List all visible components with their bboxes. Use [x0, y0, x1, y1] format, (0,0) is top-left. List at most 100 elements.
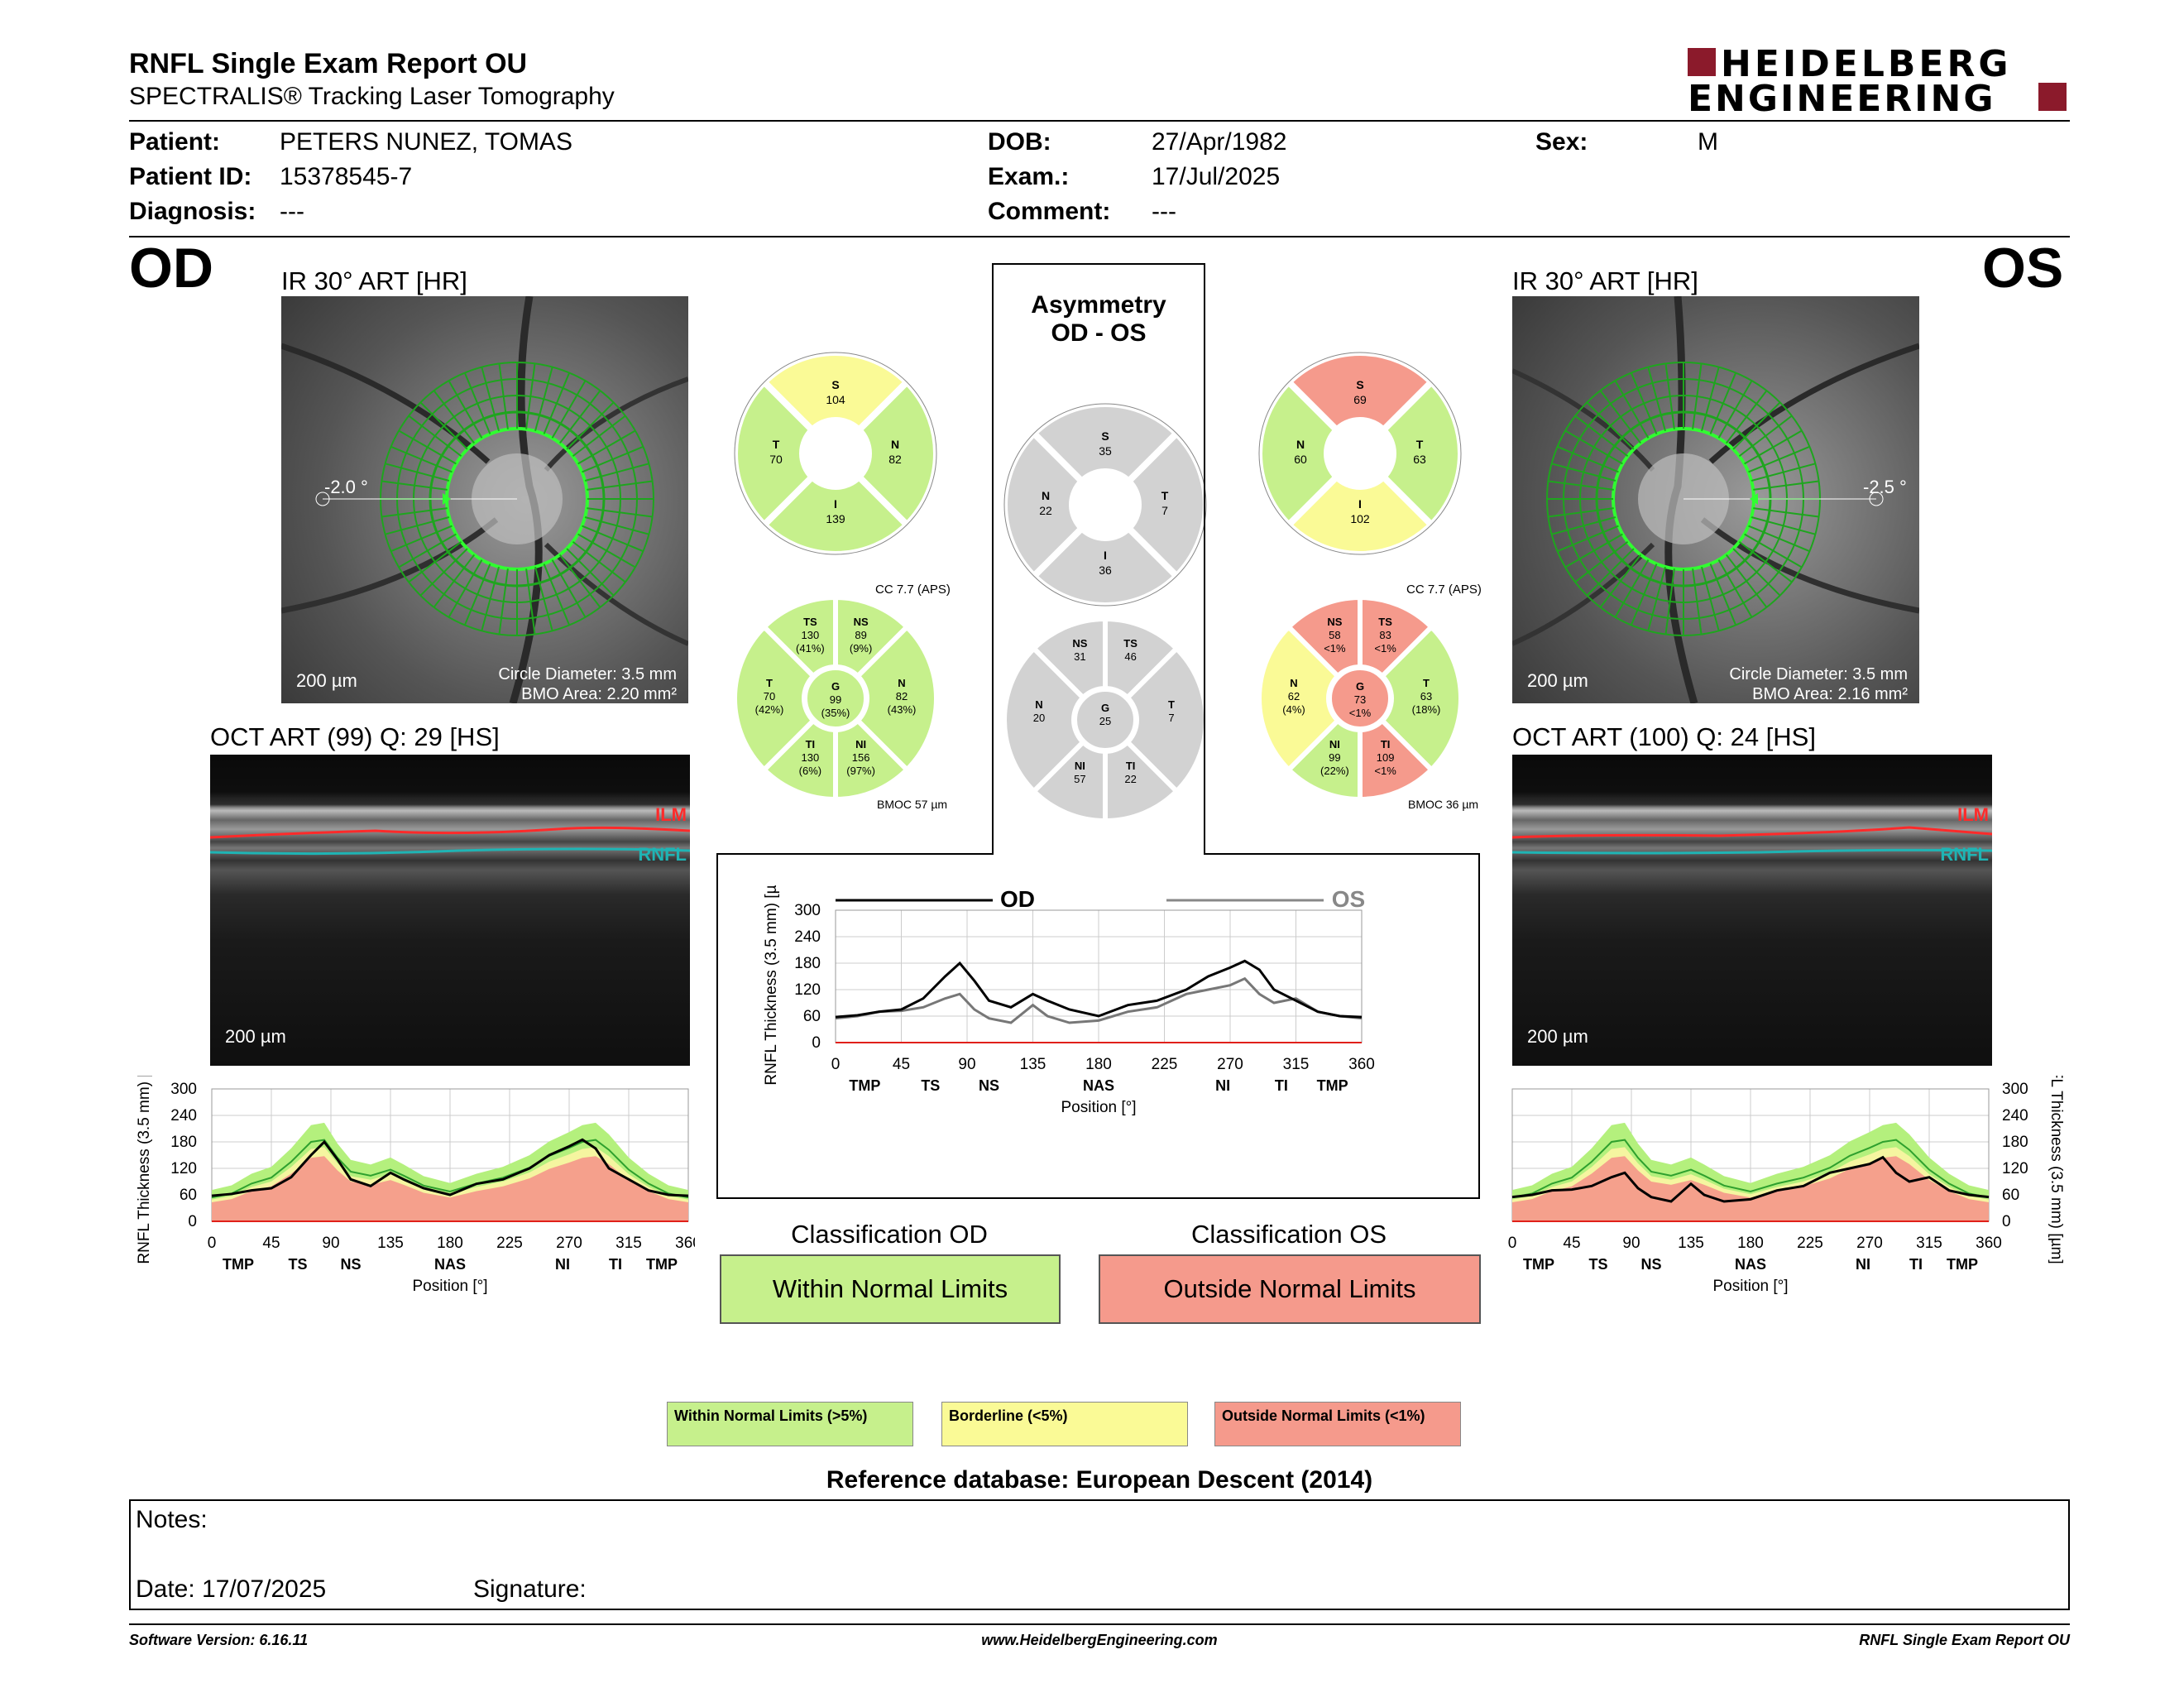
asym-6-sector-g-label: 25 — [1099, 715, 1111, 727]
os-spokes-spoke — [1664, 363, 1675, 429]
os-spokes-spoke — [1564, 429, 1623, 465]
os-spokes-spoke — [1717, 559, 1753, 618]
od-chart-sector-label: NS — [340, 1256, 361, 1273]
os-chart-sector-label: TI — [1909, 1256, 1923, 1273]
center-chart-ytick: 180 — [794, 955, 821, 972]
od-spokes-spoke — [558, 390, 601, 444]
od-ilm-label: ILM — [655, 804, 687, 825]
asym-6-sector-label: 57 — [1074, 773, 1085, 785]
center-chart-xtick: 360 — [1348, 1056, 1375, 1073]
od-cc: CC 7.7 (APS) — [875, 583, 951, 597]
os-spokes-spoke — [1753, 507, 1819, 518]
comment: --- — [1152, 198, 1176, 225]
asymmetry-title-2: OD - OS — [1051, 319, 1147, 347]
legend-outside: Outside Normal Limits (<1%) — [1214, 1402, 1461, 1446]
od-ir-title: IR 30° ART [HR] — [281, 266, 467, 295]
asym-6-sector-label: NS — [1072, 637, 1087, 650]
od-spokes-spoke — [543, 372, 571, 434]
od-6-sector-label: (41%) — [796, 642, 825, 655]
os-chart-ytick: 0 — [2002, 1213, 2011, 1230]
od-spokes-spoke — [481, 566, 500, 631]
od-spokes-spoke — [587, 480, 653, 491]
os-chart-sector-label: TMP — [1947, 1256, 1978, 1273]
os-spokes-spoke — [1599, 554, 1642, 608]
os-4-sector-value: 102 — [1350, 512, 1370, 525]
od-spokes-spoke — [543, 563, 571, 626]
os-chart-normal-mean — [1511, 1139, 1990, 1199]
od-6-sector-label: (6%) — [799, 765, 821, 777]
od-spokes-spoke — [381, 480, 448, 491]
od-spokes-spoke — [463, 372, 491, 434]
od-chart-ylabel: RNFL Thickness (3.5 mm) [µm] — [136, 1076, 153, 1264]
center-chart-xtick: 315 — [1283, 1056, 1310, 1073]
center-chart-xlabel: Position [°] — [1061, 1099, 1136, 1116]
os-fundus-image[interactable]: -2.5 ° 200 µm Circle Diameter: 3.5 mm BM… — [1512, 296, 1919, 703]
notes-date: Date: 17/07/2025 — [136, 1575, 327, 1603]
asym-6-sector-label: N — [1035, 698, 1042, 711]
asym-4-sector-label: N — [1042, 489, 1050, 502]
os-chart-xtick: 90 — [1622, 1235, 1640, 1252]
od-spokes-spoke — [481, 367, 500, 432]
od-4-sector-value: 82 — [888, 453, 902, 466]
footer-website[interactable]: www.HeidelbergEngineering.com — [981, 1632, 1218, 1648]
os-spokes-spoke — [1701, 566, 1720, 631]
patient-name: PETERS NUNEZ, TOMAS — [280, 128, 572, 156]
od-spokes-spoke — [577, 533, 636, 568]
od-spokes-spoke — [385, 463, 450, 482]
os-spokes-spoke — [1557, 445, 1619, 473]
os-spokes-spoke — [1614, 559, 1650, 618]
notes-box[interactable]: Notes: Date: 17/07/2025 Signature: — [129, 1499, 2070, 1610]
classification-os-value: Outside Normal Limits — [1099, 1254, 1481, 1324]
od-spokes-spoke — [463, 563, 491, 626]
od-6-sector-label: 70 — [764, 690, 775, 703]
os-chart-ytick: 240 — [2002, 1107, 2028, 1125]
os-chart-ytick: 120 — [2002, 1160, 2028, 1177]
os-spokes-spoke — [1744, 533, 1803, 568]
os-chart-sector-label: TMP — [1523, 1256, 1554, 1273]
os-6-sector-label: NI — [1329, 738, 1340, 750]
os-chart-xtick: 270 — [1856, 1235, 1883, 1252]
od-6-sector-g-sector — [804, 667, 867, 730]
asymmetry-frame — [716, 263, 1480, 1199]
os-oct-overlay — [1512, 826, 1992, 855]
asym-6-sector-label: 7 — [1168, 712, 1174, 724]
os-oct-image[interactable]: ILM RNFL 200 µm — [1512, 755, 1992, 1066]
od-spokes-spoke — [572, 540, 626, 583]
os-chart-ylabel: RNFL Thickness (3.5 mm) [µm] — [2048, 1076, 2065, 1264]
od-chart-xlabel: Position [°] — [412, 1278, 487, 1295]
os-spokes-spoke — [1647, 367, 1666, 432]
od-oct-image[interactable]: ILM RNFL 200 µm — [210, 755, 690, 1066]
os-spokes-spoke — [1574, 540, 1629, 583]
od-6-sector-label: (43%) — [888, 703, 917, 716]
os-6-sector-g-label: G — [1356, 680, 1364, 693]
os-scale-bar: 200 µm — [1527, 670, 1588, 691]
diagnosis-label: Diagnosis: — [129, 198, 256, 225]
center-chart-series-od — [835, 959, 1363, 1019]
od-spokes-spoke — [566, 548, 615, 597]
classification-od-value: Within Normal Limits — [720, 1254, 1061, 1324]
footer-software: Software Version: 6.16.11 — [129, 1632, 309, 1648]
os-6-sector-label: TI — [1381, 738, 1391, 750]
os-6-sector-label: NS — [1327, 616, 1342, 628]
eye-label-od: OD — [129, 237, 213, 300]
od-chart-sector-label: TMP — [223, 1256, 254, 1273]
os-circle-diameter: Circle Diameter: 3.5 mm — [1729, 665, 1908, 683]
center-chart-ytick: 240 — [794, 928, 821, 946]
os-6-sector-g-label: <1% — [1349, 707, 1372, 719]
asym-6-sector-label: 22 — [1124, 773, 1136, 785]
od-spokes-spoke — [587, 507, 653, 518]
od-6-sector-g-label: 99 — [830, 693, 841, 706]
od-spokes-spoke — [433, 554, 476, 608]
os-spokes-spoke — [1738, 415, 1793, 458]
od-spokes-spoke — [419, 401, 468, 450]
patient-id-label: Patient ID: — [129, 163, 252, 190]
od-4-sector-label: T — [773, 438, 780, 451]
od-fundus-image[interactable]: -2.0 ° 200 µm Circle Diameter: 3.5 mm BM… — [281, 296, 688, 703]
sector-diagrams: S104N82I139T70S35T7I36N22S69T63I102N60TS… — [731, 349, 1464, 819]
os-4-sector-value: 69 — [1353, 393, 1367, 406]
od-chart-xtick: 360 — [675, 1235, 695, 1252]
asym-4-sector-value: 7 — [1161, 504, 1168, 517]
od-chart-sector-label: TMP — [646, 1256, 678, 1273]
od-chart-xtick: 225 — [496, 1235, 523, 1252]
